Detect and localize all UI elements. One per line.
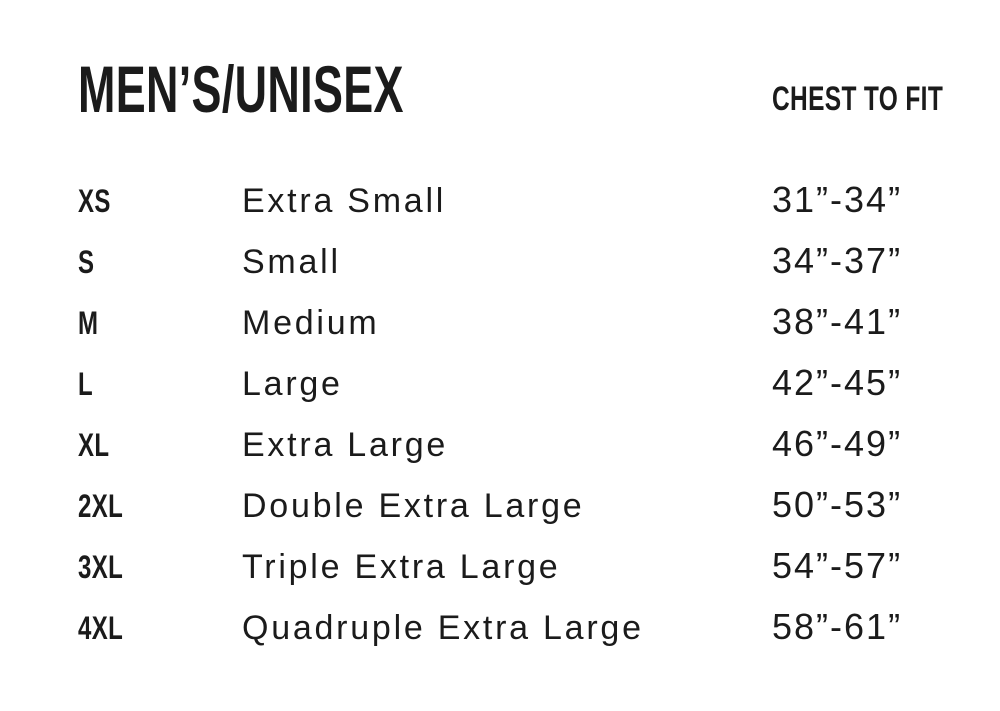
- size-code: 2XL: [78, 488, 124, 524]
- size-table: XS Extra Small 31”-34” S Small 34”-37” M Medi…: [78, 169, 978, 657]
- chest-range: 58”-61”: [772, 606, 903, 647]
- chest-range: 42”-45”: [772, 362, 903, 403]
- chest-range: 50”-53”: [772, 484, 903, 525]
- size-row: XS Extra Small 31”-34”: [78, 169, 978, 230]
- size-name: Double Extra Large: [242, 487, 585, 525]
- chest-range: 31”-34”: [772, 179, 903, 220]
- size-name: Medium: [242, 304, 380, 342]
- size-row: L Large 42”-45”: [78, 352, 978, 413]
- size-row: M Medium 38”-41”: [78, 291, 978, 352]
- size-name: Quadruple Extra Large: [242, 609, 644, 647]
- chest-range: 46”-49”: [772, 423, 903, 464]
- size-code: 4XL: [78, 610, 124, 646]
- chest-range: 34”-37”: [772, 240, 903, 281]
- size-code: S: [78, 244, 95, 280]
- size-row: 2XL Double Extra Large 50”-53”: [78, 474, 978, 535]
- page-title: MEN’S/UNISEX: [78, 52, 404, 126]
- chest-to-fit-column-header: CHEST TO FIT: [772, 80, 944, 118]
- chest-range: 54”-57”: [772, 545, 903, 586]
- size-code: M: [78, 305, 99, 341]
- size-code: 3XL: [78, 549, 124, 585]
- size-name: Large: [242, 365, 343, 403]
- size-name: Extra Small: [242, 182, 447, 220]
- size-row: 4XL Quadruple Extra Large 58”-61”: [78, 596, 978, 657]
- chest-range: 38”-41”: [772, 301, 903, 342]
- size-row: S Small 34”-37”: [78, 230, 978, 291]
- size-row: XL Extra Large 46”-49”: [78, 413, 978, 474]
- size-name: Triple Extra Large: [242, 548, 561, 586]
- size-name: Extra Large: [242, 426, 449, 464]
- size-code: L: [78, 366, 94, 402]
- size-code: XS: [78, 183, 111, 219]
- size-code: XL: [78, 427, 110, 463]
- size-row: 3XL Triple Extra Large 54”-57”: [78, 535, 978, 596]
- size-name: Small: [242, 243, 341, 281]
